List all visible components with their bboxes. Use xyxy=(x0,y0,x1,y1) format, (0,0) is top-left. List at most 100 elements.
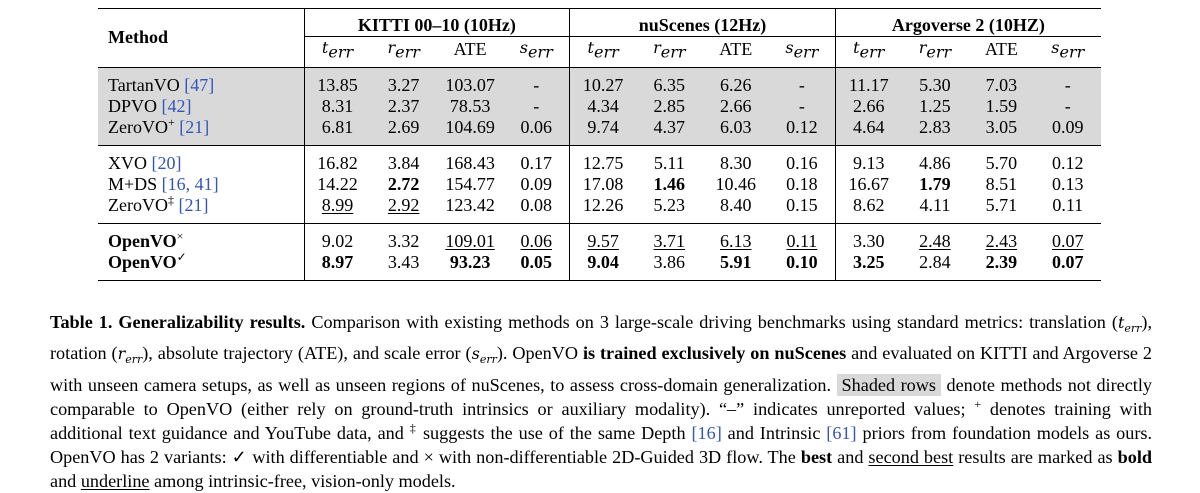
value-cell: 6.26 xyxy=(702,67,769,96)
value-cell: 2.72 xyxy=(370,174,436,195)
value-text: 0.08 xyxy=(520,194,552,215)
table-body: TartanVO [47] 13.85 3.27 103.07 - 10.27 6.35 6.… xyxy=(98,67,1101,281)
value-cell: - xyxy=(768,67,836,96)
value-text: 0.07 xyxy=(1052,230,1084,251)
value-cell: 1.25 xyxy=(901,95,969,117)
value-cell: 8.51 xyxy=(968,174,1034,195)
value-cell: 6.81 xyxy=(304,116,371,146)
table-row: OpenVO× 9.02 3.32 109.01 0.06 9.57 3.71 6.13 0.1… xyxy=(98,222,1101,252)
value-text: 2.66 xyxy=(853,95,885,116)
value-cell: 2.84 xyxy=(902,252,968,281)
value-cell: - xyxy=(1034,95,1101,117)
value-cell: 3.43 xyxy=(370,252,436,281)
value-text: 154.77 xyxy=(445,173,495,194)
value-cell: 168.43 xyxy=(436,144,504,174)
metric-subscript: err xyxy=(859,42,885,62)
value-text: 0.16 xyxy=(786,152,818,173)
value-cell: 3.86 xyxy=(636,252,702,281)
method-mark: ✓ xyxy=(176,249,187,264)
value-cell: 5.23 xyxy=(636,195,702,224)
metric-subscript: err xyxy=(395,42,420,62)
value-text: 16.82 xyxy=(317,152,358,173)
caption-text: Comparison with existing methods on 3 la… xyxy=(311,312,1118,332)
value-cell: 2.66 xyxy=(835,95,902,117)
value-text: 0.09 xyxy=(1052,116,1084,137)
metric-symbol: ATE xyxy=(453,39,487,60)
table-header: Method KITTI 00–10 (10Hz) nuScenes (12Hz… xyxy=(98,8,1101,68)
value-text: 9.02 xyxy=(321,230,354,251)
value-text: 6.26 xyxy=(719,74,752,95)
metric-header: terr xyxy=(570,37,636,68)
metric-header: ATE xyxy=(703,37,769,68)
value-cell: 14.22 xyxy=(304,174,370,195)
metric-header: terr xyxy=(835,37,901,68)
citation-link[interactable]: [21] xyxy=(179,116,210,137)
value-cell: 2.83 xyxy=(901,116,969,146)
value-cell: 5.91 xyxy=(703,252,769,281)
citation-link[interactable]: [42] xyxy=(161,95,192,116)
value-cell: 7.03 xyxy=(968,67,1035,96)
value-text: 2.84 xyxy=(919,251,951,272)
value-cell: 10.46 xyxy=(703,174,769,195)
value-text: 4.86 xyxy=(919,152,951,173)
value-text: 9.57 xyxy=(587,230,619,251)
citation-link[interactable]: [61] xyxy=(826,422,857,443)
value-cell: 12.26 xyxy=(570,195,636,224)
method-mark: ‡ xyxy=(167,192,174,207)
value-text: 0.06 xyxy=(520,230,552,251)
metric-subscript: err xyxy=(328,42,354,62)
citation-link[interactable]: [20] xyxy=(151,152,182,173)
value-text: 5.11 xyxy=(653,152,685,173)
value-text: 3.25 xyxy=(853,251,885,272)
value-cell: 3.25 xyxy=(835,252,901,281)
value-cell: 13.85 xyxy=(304,67,371,96)
value-cell: 1.59 xyxy=(968,95,1035,117)
caption-text: suggests the use of the same Depth xyxy=(417,422,686,443)
value-text: - xyxy=(798,74,805,95)
citation-link[interactable]: [16, 41] xyxy=(161,173,219,194)
value-cell: 3.30 xyxy=(835,222,902,252)
value-text: 8.31 xyxy=(321,95,354,116)
value-text: 0.05 xyxy=(520,251,552,272)
value-cell: 0.17 xyxy=(503,144,571,174)
citation-link[interactable]: [21] xyxy=(178,194,209,215)
method-name: ZeroVO xyxy=(108,194,168,215)
value-text: 0.15 xyxy=(786,194,818,215)
value-cell: 154.77 xyxy=(437,174,503,195)
value-cell: 2.66 xyxy=(702,95,769,117)
value-text: - xyxy=(1064,95,1071,116)
value-cell: 8.40 xyxy=(703,195,769,224)
method-name: OpenVO xyxy=(108,251,177,272)
metric-symbol: ATE xyxy=(719,39,753,60)
value-text: 13.85 xyxy=(317,74,358,95)
value-text: - xyxy=(1064,74,1071,95)
citation-link[interactable]: [16] xyxy=(691,422,722,443)
metric-subscript: err xyxy=(593,42,619,62)
caption-rerr-symbol: rerr xyxy=(117,344,143,367)
value-cell: - xyxy=(503,95,571,117)
citation-link[interactable]: [47] xyxy=(184,74,215,95)
table-row: M+DS [16, 41] 14.22 2.72 154.77 0.09 17.08 1.4… xyxy=(98,173,1101,195)
value-text: - xyxy=(533,74,540,95)
value-text: 8.97 xyxy=(321,251,354,272)
value-text: 4.64 xyxy=(853,116,885,137)
value-text: 8.62 xyxy=(853,194,885,215)
value-text: 16.67 xyxy=(848,173,890,194)
value-cell: 0.07 xyxy=(1035,252,1101,281)
value-cell: 2.85 xyxy=(636,95,703,117)
value-text: 0.06 xyxy=(520,116,552,137)
caption-best: best xyxy=(800,446,833,467)
value-cell: 3.84 xyxy=(370,144,437,174)
results-table-container: Method KITTI 00–10 (10Hz) nuScenes (12Hz… xyxy=(98,8,1101,281)
value-text: - xyxy=(533,95,540,116)
value-text: 3.05 xyxy=(985,116,1018,137)
value-text: 2.92 xyxy=(387,194,420,215)
value-cell: 4.64 xyxy=(835,116,902,146)
value-cell: 1.79 xyxy=(902,174,968,195)
value-text: 1.46 xyxy=(653,173,686,194)
value-text: 5.91 xyxy=(719,251,752,272)
value-text: 0.07 xyxy=(1052,251,1084,272)
value-cell: 2.37 xyxy=(370,95,437,117)
value-text: 3.27 xyxy=(387,74,420,95)
metric-subscript: err xyxy=(1059,42,1085,62)
